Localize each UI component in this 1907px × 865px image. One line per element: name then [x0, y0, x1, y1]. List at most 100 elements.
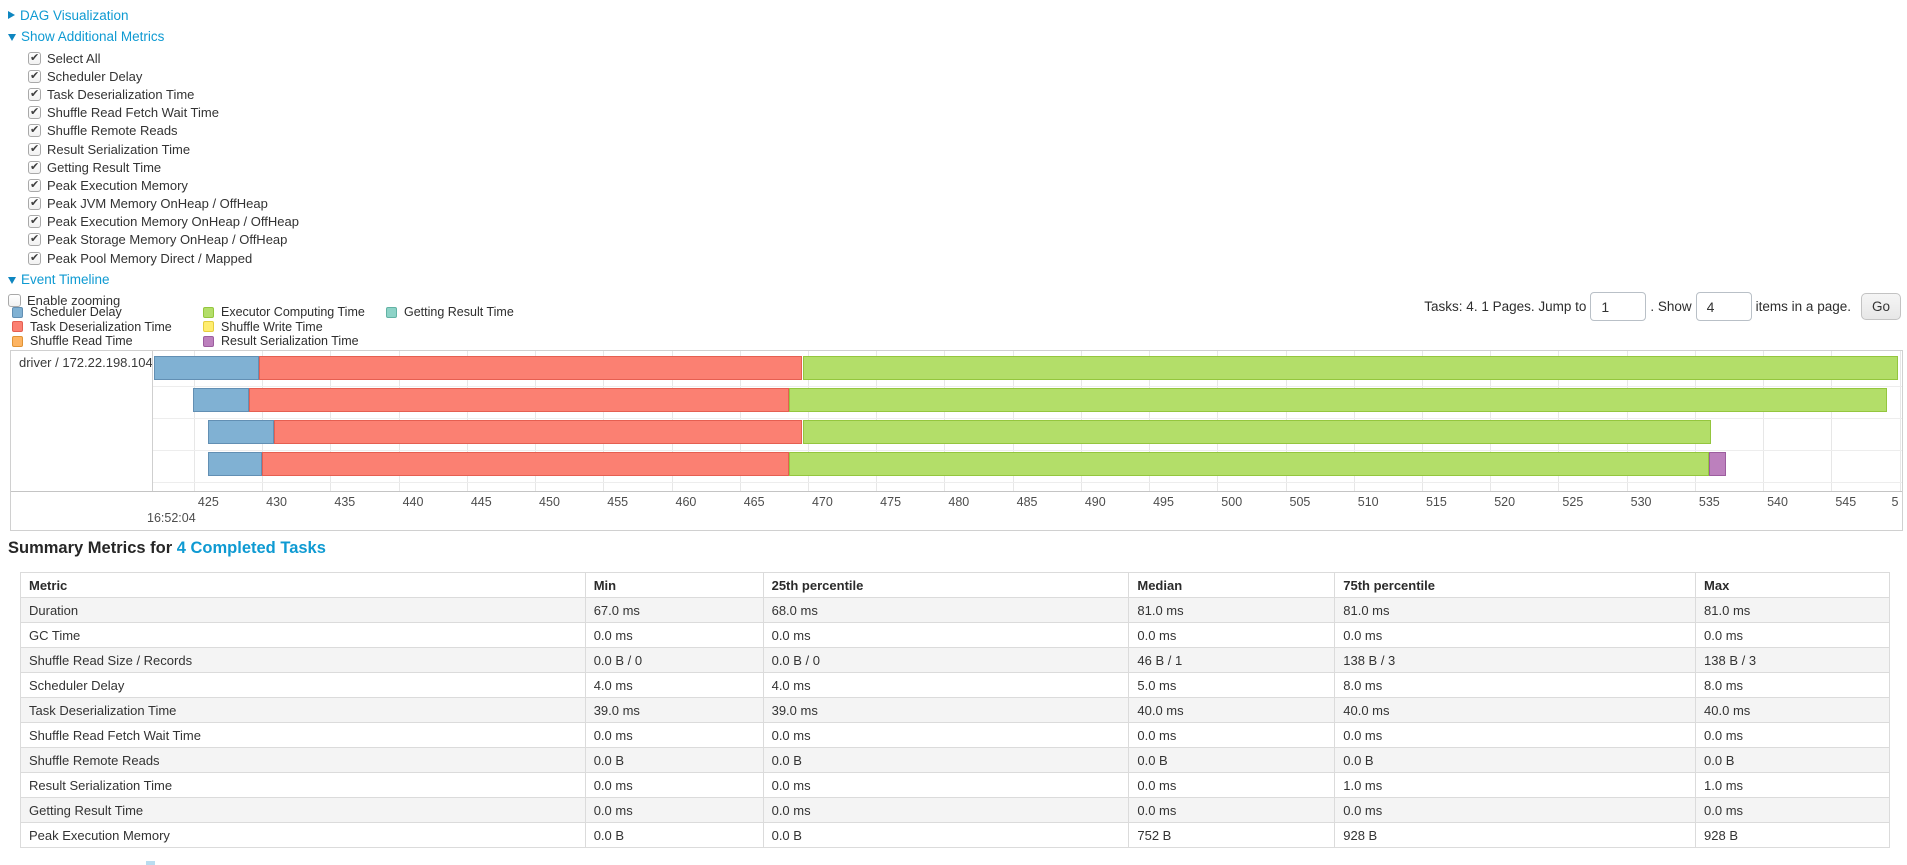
dag-visualization-toggle[interactable]: DAG Visualization: [8, 6, 299, 24]
axis-tick-label: 535: [1698, 495, 1720, 509]
timeline-task-1-segment-task-deserialization[interactable]: [259, 356, 803, 380]
jump-to-page-input[interactable]: [1590, 292, 1647, 321]
task-deserialization-swatch-icon: [12, 321, 23, 333]
dag-visualization-link[interactable]: DAG Visualization: [20, 7, 129, 23]
metric-checkbox-row[interactable]: Task Deserialization Time: [8, 85, 299, 103]
metric-value-cell: 4.0 ms: [584, 672, 764, 698]
metric-row-peak-execution-memory: Peak Execution Memory 0.0 B 0.0 B 752 B 928 …: [20, 822, 1890, 848]
metric-checkbox-shuffle-remote-reads[interactable]: [28, 123, 41, 138]
axis-tick-label: 545: [1835, 495, 1857, 509]
metric-checkbox-label: Shuffle Read Fetch Wait Time: [47, 105, 219, 121]
completed-tasks-link[interactable]: 4 Completed Tasks: [176, 539, 326, 557]
axis-time-of-day-label: 16:52:04: [147, 511, 196, 525]
show-additional-metrics-link[interactable]: Show Additional Metrics: [21, 28, 165, 44]
metric-value-cell: 138 B / 3: [1695, 647, 1890, 673]
metric-value-cell: 81.0 ms: [1334, 597, 1697, 623]
timeline-plot-area: [153, 351, 1902, 491]
legend-item-getting_result: Getting Result Time: [386, 305, 514, 320]
metric-checkbox-label: Select All: [47, 50, 101, 66]
metric-checkbox-result-serialization-time[interactable]: [28, 142, 41, 156]
legend-label: Scheduler Delay: [30, 305, 122, 320]
metric-value-cell: 0.0 ms: [1695, 722, 1890, 748]
timeline-task-2-segment-task-deserialization[interactable]: [248, 388, 789, 412]
timeline-task-1-segment-scheduler-delay[interactable]: [154, 356, 260, 380]
legend-column: Scheduler Delay Task Deserialization Time…: [12, 305, 172, 349]
axis-tick-label: 485: [1016, 495, 1038, 509]
metric-checkbox-row[interactable]: Peak Storage Memory OnHeap / OffHeap: [8, 231, 299, 249]
summary-metrics-table: Metric Min 25th percentile Median 75th perce…: [20, 572, 1890, 848]
metric-checkbox-peak-storage-memory-onheap-offheap[interactable]: [28, 232, 41, 247]
show-additional-metrics-toggle[interactable]: Show Additional Metrics: [8, 27, 299, 45]
row-grid-line: [153, 386, 1902, 387]
axis-tick-label: 5: [1891, 495, 1899, 509]
expanded-arrow-icon: [8, 276, 16, 284]
event-timeline-link[interactable]: Event Timeline: [21, 271, 110, 287]
metric-checkbox-peak-jvm-memory-onheap-offheap[interactable]: [28, 196, 41, 211]
timeline-task-3-segment-task-deserialization[interactable]: [274, 420, 803, 444]
column-header-75th-percentile: 75th percentile: [1334, 572, 1697, 598]
timeline-task-3-segment-executor-computing[interactable]: [802, 420, 1712, 444]
timeline-task-4-segment-scheduler-delay[interactable]: [207, 452, 263, 476]
items-in-page-label: items in a page.: [1755, 299, 1851, 314]
axis-tick-label: 530: [1630, 495, 1652, 509]
metric-checkbox-row[interactable]: Peak Pool Memory Direct / Mapped: [8, 249, 299, 267]
metric-name-cell: Task Deserialization Time: [20, 697, 586, 723]
enable-zooming-row[interactable]: Enable zooming: [8, 291, 299, 309]
metric-value-cell: 8.0 ms: [1334, 672, 1697, 698]
metric-checkbox-label: Getting Result Time: [47, 159, 162, 175]
axis-tick-label: 525: [1562, 495, 1584, 509]
metric-checkbox-shuffle-read-fetch-wait-time[interactable]: [28, 105, 41, 120]
items-per-page-input[interactable]: [1695, 292, 1752, 321]
metric-checkbox-peak-execution-memory[interactable]: [28, 178, 41, 192]
metric-checkbox-select-all[interactable]: [28, 51, 41, 65]
row-grid-line: [153, 418, 1902, 419]
metric-checkbox-task-deserialization-time[interactable]: [28, 87, 41, 101]
event-timeline-toggle[interactable]: Event Timeline: [8, 270, 299, 288]
metric-value-cell: 138 B / 3: [1334, 647, 1697, 673]
metric-row-gc-time: GC Time 0.0 ms 0.0 ms 0.0 ms 0.0 ms 0.0 ms: [20, 622, 1890, 648]
metric-value-cell: 0.0 ms: [584, 797, 764, 823]
metric-checkbox-getting-result-time[interactable]: [28, 160, 41, 174]
metric-checkbox-row[interactable]: Peak Execution Memory: [8, 176, 299, 194]
metric-checkbox-row[interactable]: Select All: [8, 49, 299, 67]
metric-value-cell: 0.0 ms: [762, 772, 1130, 798]
metric-checkbox-row[interactable]: Shuffle Read Fetch Wait Time: [8, 104, 299, 122]
timeline-task-1-segment-executor-computing[interactable]: [802, 356, 1899, 380]
metric-checkbox-row[interactable]: Shuffle Remote Reads: [8, 122, 299, 140]
metric-value-cell: 0.0 B: [762, 822, 1130, 848]
legend-label: Getting Result Time: [404, 305, 514, 320]
enable-zooming-checkbox[interactable]: [8, 293, 21, 307]
axis-tick-label: 505: [1289, 495, 1311, 509]
metric-checkbox-row[interactable]: Peak JVM Memory OnHeap / OffHeap: [8, 195, 299, 213]
expanded-arrow-icon: [8, 33, 16, 41]
timeline-task-2-segment-executor-computing[interactable]: [788, 388, 1888, 412]
timeline-task-4-segment-executor-computing[interactable]: [788, 452, 1709, 476]
metric-checkbox-row[interactable]: Result Serialization Time: [8, 140, 299, 158]
metric-checkbox-row[interactable]: Peak Execution Memory OnHeap / OffHeap: [8, 213, 299, 231]
metric-checkbox-peak-pool-memory-direct-mapped[interactable]: [28, 251, 41, 265]
metric-value-cell: 0.0 ms: [762, 622, 1130, 648]
timeline-task-3-segment-scheduler-delay[interactable]: [207, 420, 275, 444]
metric-row-result-serialization-time: Result Serialization Time 0.0 ms 0.0 ms 0.0…: [20, 772, 1890, 798]
legend-item-result_serialization: Result Serialization Time: [203, 334, 365, 349]
legend-item-scheduler_delay: Scheduler Delay: [12, 305, 172, 320]
metric-value-cell: 0.0 ms: [1128, 622, 1336, 648]
metric-checkbox-scheduler-delay[interactable]: [28, 69, 41, 83]
axis-tick-label: 460: [675, 495, 697, 509]
metric-value-cell: 0.0 ms: [584, 772, 764, 798]
column-header-25th-percentile: 25th percentile: [762, 572, 1130, 598]
metric-value-cell: 0.0 B: [1334, 747, 1697, 773]
timeline-task-4-segment-task-deserialization[interactable]: [262, 452, 789, 476]
go-button[interactable]: Go: [1860, 293, 1901, 320]
grid-line: [1763, 351, 1765, 491]
metric-value-cell: 67.0 ms: [584, 597, 764, 623]
timeline-task-2-segment-scheduler-delay[interactable]: [192, 388, 249, 412]
metric-checkbox-label: Scheduler Delay: [47, 68, 143, 84]
metric-checkbox-row[interactable]: Getting Result Time: [8, 158, 299, 176]
metric-checkbox-row[interactable]: Scheduler Delay: [8, 67, 299, 85]
metric-value-cell: 928 B: [1334, 822, 1697, 848]
timeline-task-4-segment-result-serialization[interactable]: [1708, 452, 1727, 476]
axis-tick-label: 455: [607, 495, 629, 509]
metric-checkbox-peak-execution-memory-onheap-offheap[interactable]: [28, 214, 41, 229]
metric-value-cell: 0.0 ms: [762, 722, 1130, 748]
